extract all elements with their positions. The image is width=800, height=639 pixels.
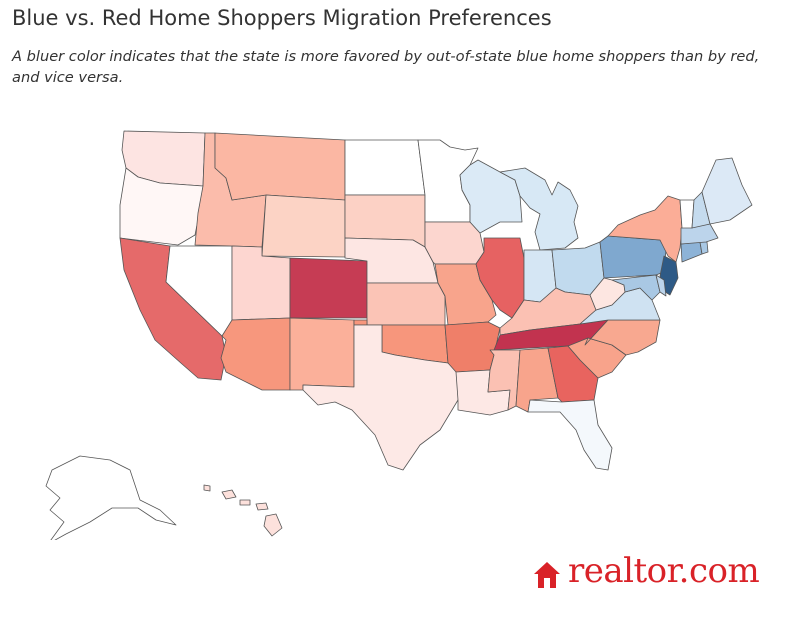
state-IL[interactable] xyxy=(475,237,525,319)
state-MT[interactable] xyxy=(214,132,346,201)
us-state-map xyxy=(45,130,753,540)
state-HI[interactable] xyxy=(203,484,283,537)
state-FL[interactable] xyxy=(527,399,613,471)
state-AK[interactable] xyxy=(45,455,177,540)
page-subtitle: A bluer color indicates that the state i… xyxy=(12,48,760,86)
state-PA[interactable] xyxy=(599,235,667,279)
state-CT[interactable] xyxy=(680,241,703,263)
state-TX[interactable] xyxy=(302,324,459,471)
state-DE[interactable] xyxy=(655,274,667,297)
house-logo-icon xyxy=(534,562,560,588)
state-WY[interactable] xyxy=(261,194,346,258)
page-title: Blue vs. Red Home Shoppers Migration Pre… xyxy=(12,6,552,30)
state-UT[interactable] xyxy=(231,245,291,321)
state-ND[interactable] xyxy=(344,139,426,196)
state-IA[interactable] xyxy=(424,221,485,265)
brand-logo: realtor.com xyxy=(568,551,760,591)
state-KS[interactable] xyxy=(366,282,446,326)
state-MI[interactable] xyxy=(499,167,579,251)
state-ME[interactable] xyxy=(701,157,753,225)
state-NM[interactable] xyxy=(289,317,355,391)
state-AZ[interactable] xyxy=(220,317,291,391)
state-CO[interactable] xyxy=(289,257,368,319)
